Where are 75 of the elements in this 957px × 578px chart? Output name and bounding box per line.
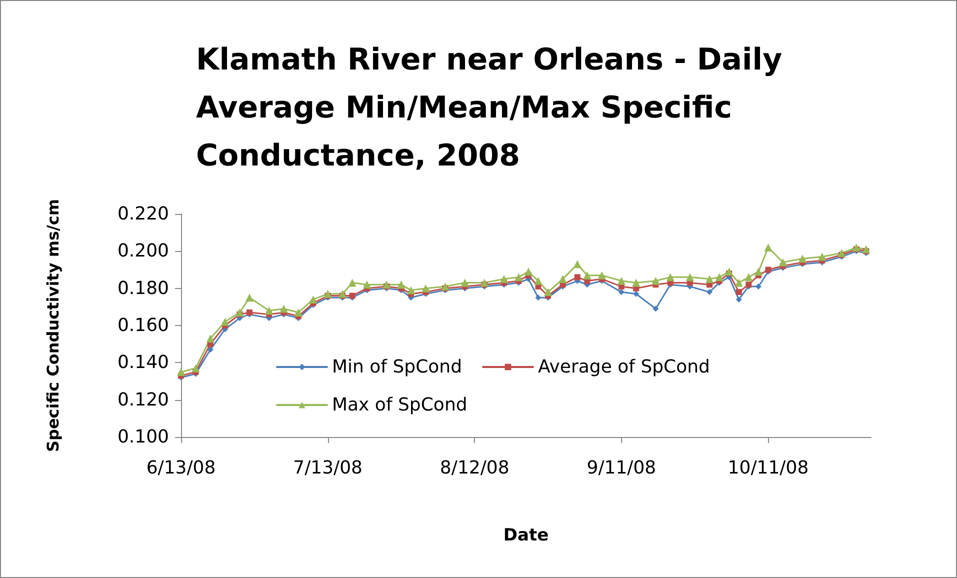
point — [744, 273, 753, 282]
point — [583, 271, 592, 280]
point — [294, 308, 302, 316]
point — [754, 268, 762, 276]
point — [706, 289, 713, 296]
point — [221, 318, 230, 326]
point — [838, 249, 846, 258]
point — [725, 268, 734, 276]
y-tick-label: 0.200 — [117, 240, 169, 262]
point — [246, 294, 254, 302]
y-tick-label: 0.140 — [117, 352, 169, 374]
legend-label: Average of SpCond — [538, 356, 710, 378]
point — [514, 273, 523, 282]
point — [798, 254, 806, 263]
point — [207, 346, 214, 353]
point — [348, 278, 356, 287]
y-tick-label: 0.160 — [117, 315, 169, 336]
point — [633, 290, 640, 297]
point — [574, 274, 580, 280]
point — [618, 289, 624, 296]
point — [852, 243, 860, 252]
point — [362, 280, 371, 289]
chart-title: Klamath River near Orleans - Daily Average Min/Mean/Max Specific Conductance, 2008 — [196, 42, 793, 174]
point — [736, 296, 742, 302]
legend-label: Max of SpCond — [332, 394, 468, 416]
point — [460, 278, 469, 287]
point — [764, 243, 772, 252]
point — [309, 295, 318, 304]
point — [573, 260, 582, 268]
point — [206, 334, 214, 343]
point — [382, 280, 391, 289]
legend-label: Min of SpCond — [332, 356, 462, 378]
point — [524, 268, 532, 276]
y-tick-label: 0.180 — [117, 278, 169, 299]
point — [397, 280, 406, 289]
point — [480, 278, 488, 287]
point — [534, 276, 542, 285]
point — [177, 368, 185, 376]
point — [734, 278, 743, 287]
point — [407, 286, 415, 294]
point — [778, 258, 787, 266]
point — [862, 245, 870, 254]
x-tick-label: 7/13/08 — [293, 458, 363, 478]
point — [652, 306, 659, 312]
point — [280, 304, 288, 313]
point — [736, 289, 742, 296]
y-tick-label: 0.100 — [117, 426, 169, 448]
point — [818, 252, 826, 261]
point — [715, 273, 724, 282]
point — [441, 282, 450, 290]
point — [265, 306, 274, 315]
point — [192, 364, 200, 372]
x-tick-label: 8/12/08 — [440, 458, 510, 478]
point — [558, 275, 567, 284]
x-tick-label: 6/13/08 — [146, 458, 216, 478]
point — [617, 276, 626, 285]
y-tick-label: 0.120 — [117, 389, 169, 410]
y-tick-label: 0.220 — [117, 204, 169, 224]
point — [236, 308, 244, 316]
point — [706, 275, 714, 284]
point — [598, 271, 606, 280]
x-tick-label: 10/11/08 — [728, 458, 809, 478]
point — [422, 284, 430, 292]
x-tick-label: 9/11/08 — [586, 458, 656, 478]
point — [666, 273, 674, 282]
point — [535, 294, 542, 301]
point — [324, 290, 332, 298]
y-axis-title: Specific Conductivity ms/cm — [44, 198, 62, 452]
point — [686, 273, 694, 282]
point — [544, 288, 552, 296]
point — [652, 276, 660, 285]
x-axis-title: Date — [503, 526, 549, 546]
point — [338, 290, 346, 298]
point — [632, 278, 640, 287]
point — [500, 275, 508, 284]
